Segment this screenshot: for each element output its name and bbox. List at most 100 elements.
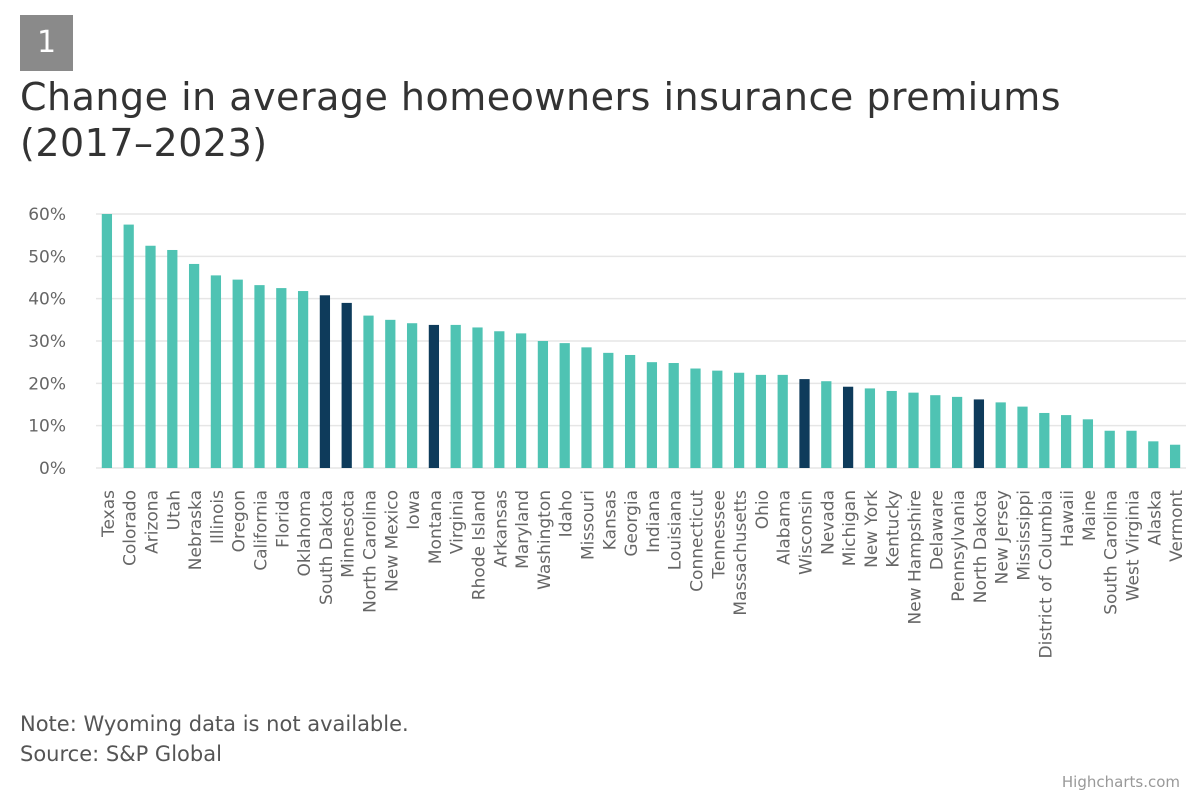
x-tick-label: Oklahoma <box>295 490 315 577</box>
bar <box>1169 444 1181 468</box>
bar <box>1060 415 1072 468</box>
x-tick-label: Massachusetts <box>731 490 751 616</box>
x-tick-label: North Carolina <box>361 490 381 613</box>
x-tick-label: Connecticut <box>688 490 708 592</box>
y-tick-label: 30% <box>28 332 66 352</box>
chart-source: Source: S&P Global <box>20 742 222 766</box>
chart-note: Note: Wyoming data is not available. <box>20 712 409 736</box>
x-tick-label: Mississippi <box>1015 490 1035 581</box>
x-tick-label: Indiana <box>644 490 664 553</box>
bar <box>319 295 331 468</box>
y-tick-label: 10% <box>28 417 66 437</box>
x-tick-label: Pennsylvania <box>949 490 969 602</box>
bar <box>101 214 113 468</box>
bar <box>494 331 505 468</box>
x-tick-label: Nevada <box>818 490 838 555</box>
x-tick-label: New York <box>862 490 882 568</box>
x-tick-label: Nebraska <box>186 490 206 570</box>
bar <box>428 324 440 468</box>
x-tick-label: Washington <box>535 490 555 590</box>
bar <box>276 288 287 468</box>
x-tick-label: New Jersey <box>993 490 1013 584</box>
y-tick-label: 20% <box>28 374 66 394</box>
bar <box>777 374 788 468</box>
x-tick-label: Maryland <box>513 490 533 569</box>
bar <box>537 341 549 468</box>
chart-title-line-1: Change in average homeowners insurance p… <box>20 75 1062 119</box>
x-tick-label: District of Columbia <box>1036 490 1056 659</box>
bar <box>472 327 483 468</box>
y-tick-label: 0% <box>39 459 66 479</box>
bar <box>1017 406 1028 468</box>
x-tick-label: New Hampshire <box>906 490 926 624</box>
bar <box>188 263 200 468</box>
bar <box>406 323 418 468</box>
x-tick-label: Georgia <box>622 490 642 557</box>
x-tick-label: Oregon <box>230 490 250 552</box>
x-tick-label: Alabama <box>775 490 795 565</box>
chart-notes: Note: Wyoming data is not available. Sou… <box>20 709 409 769</box>
x-tick-label: Texas <box>99 490 119 538</box>
x-tick-label: Arizona <box>143 490 163 554</box>
x-tick-label: Hawaii <box>1058 490 1078 547</box>
bar <box>733 372 745 468</box>
bar <box>515 333 527 468</box>
x-tick-label: North Dakota <box>971 490 991 603</box>
x-tick-label: Illinois <box>208 490 228 544</box>
bar <box>297 291 309 468</box>
bar <box>995 402 1006 468</box>
bar <box>951 396 963 468</box>
bar <box>232 279 243 468</box>
x-tick-label: South Carolina <box>1102 490 1122 615</box>
x-tick-label: Rhode Island <box>470 490 490 600</box>
bar <box>145 245 156 468</box>
bar <box>1104 430 1115 468</box>
x-tick-label: Maine <box>1080 490 1100 541</box>
bar <box>363 315 374 468</box>
bar <box>755 374 767 468</box>
bar <box>341 302 352 468</box>
chart-title-line-2: (2017–2023) <box>20 121 268 165</box>
x-tick-label: Louisiana <box>666 490 686 570</box>
x-tick-label: South Dakota <box>317 490 337 605</box>
bar <box>581 347 592 468</box>
bar <box>930 395 941 468</box>
bar <box>842 386 854 468</box>
x-tick-label: Minnesota <box>339 490 359 578</box>
x-tick-label: Ohio <box>753 490 773 529</box>
x-tick-label: Kentucky <box>884 490 904 568</box>
chart-number-badge: 1 <box>20 15 73 71</box>
x-tick-label: Delaware <box>927 490 947 570</box>
bar <box>973 399 985 468</box>
highcharts-credit-link[interactable]: Highcharts.com <box>1061 773 1180 791</box>
bar <box>668 363 679 468</box>
bar <box>123 224 134 468</box>
x-tick-label: Montana <box>426 490 446 564</box>
bar <box>646 362 658 468</box>
bar <box>254 285 265 468</box>
bar <box>1126 430 1137 468</box>
bar <box>886 390 897 468</box>
x-tick-label: Vermont <box>1167 490 1187 562</box>
x-tick-label: Alaska <box>1145 490 1165 546</box>
x-tick-label: Florida <box>273 490 293 548</box>
bar <box>450 324 461 468</box>
y-tick-label: 40% <box>28 290 66 310</box>
bar <box>712 370 723 468</box>
y-tick-label: 60% <box>28 205 66 225</box>
x-tick-label: Virginia <box>448 490 468 554</box>
x-tick-label: Missouri <box>579 490 599 560</box>
bar <box>559 343 570 468</box>
bar <box>1148 441 1159 468</box>
bar <box>624 354 636 468</box>
chart-title: Change in average homeowners insurance p… <box>20 74 1140 166</box>
bar <box>908 392 919 468</box>
bar <box>1082 419 1094 468</box>
x-tick-label: Iowa <box>404 490 424 530</box>
bar <box>1039 412 1050 468</box>
x-tick-label: Michigan <box>840 490 860 566</box>
bar <box>821 381 832 468</box>
bar <box>690 368 701 468</box>
bar <box>167 249 178 468</box>
x-tick-label: Arkansas <box>491 490 511 568</box>
